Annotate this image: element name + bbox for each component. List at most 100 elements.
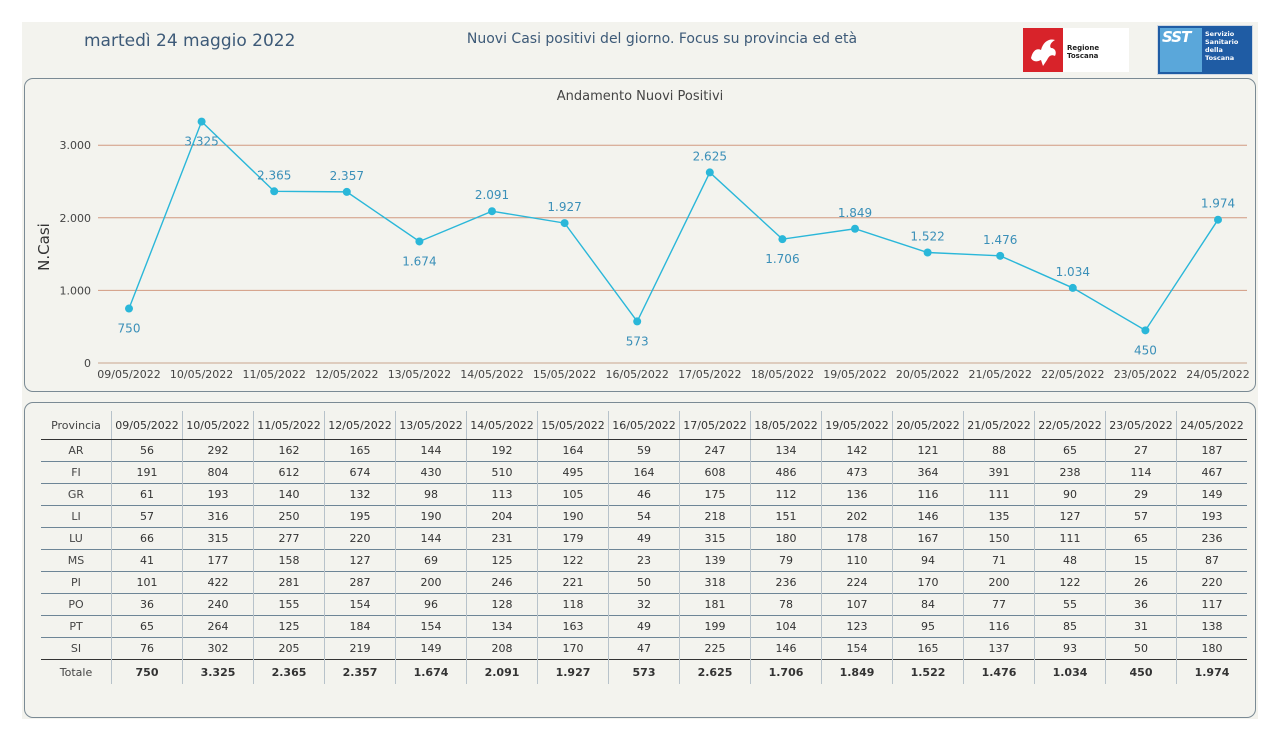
table-cell: 78 bbox=[750, 593, 822, 616]
regione-toscana-logo: Regione Toscana bbox=[1023, 28, 1129, 72]
total-cell: 1.476 bbox=[963, 659, 1035, 684]
data-point bbox=[923, 248, 932, 257]
table-cell: 121 bbox=[892, 439, 964, 462]
table-cell: 136 bbox=[821, 483, 893, 506]
total-cell: 1.706 bbox=[750, 659, 822, 684]
table-cell: 144 bbox=[395, 439, 467, 462]
data-point bbox=[996, 251, 1005, 260]
data-label: 750 bbox=[118, 322, 141, 336]
table-cell: 48 bbox=[1034, 549, 1106, 572]
column-header-date: 23/05/2022 bbox=[1105, 411, 1177, 440]
province-name: PO bbox=[41, 593, 112, 616]
column-header-date: 18/05/2022 bbox=[750, 411, 822, 440]
data-point bbox=[705, 168, 714, 177]
data-point bbox=[125, 304, 133, 313]
data-label: 1.522 bbox=[910, 230, 944, 244]
table-cell: 123 bbox=[821, 615, 893, 638]
table-cell: 220 bbox=[324, 527, 396, 550]
table-cell: 98 bbox=[395, 483, 467, 506]
x-tick-label: 10/05/2022 bbox=[170, 368, 233, 381]
total-label: Totale bbox=[41, 659, 112, 684]
column-header-date: 12/05/2022 bbox=[324, 411, 396, 440]
province-name: AR bbox=[41, 439, 112, 462]
table-cell: 154 bbox=[821, 637, 893, 660]
dashboard: martedì 24 maggio 2022 Nuovi Casi positi… bbox=[22, 22, 1258, 719]
table-cell: 177 bbox=[182, 549, 254, 572]
data-label: 1.849 bbox=[838, 206, 872, 220]
x-tick-label: 13/05/2022 bbox=[388, 368, 451, 381]
y-axis-label: N.Casi bbox=[35, 223, 53, 271]
table-cell: 27 bbox=[1105, 439, 1177, 462]
table-cell: 132 bbox=[324, 483, 396, 506]
table-row: SI 76 302 205 219 149 208 170 47 225 146 154 165 137 9… bbox=[41, 637, 1247, 660]
table-row: PI 101 422 281 287 200 246 221 50 318 236 224 170 200… bbox=[41, 571, 1247, 594]
province-name: MS bbox=[41, 549, 112, 572]
table-cell: 65 bbox=[1034, 439, 1106, 462]
table-cell: 114 bbox=[1105, 461, 1177, 484]
table-cell: 144 bbox=[395, 527, 467, 550]
table-cell: 467 bbox=[1176, 461, 1247, 484]
table-cell: 111 bbox=[1034, 527, 1106, 550]
total-cell: 1.522 bbox=[892, 659, 964, 684]
table-cell: 192 bbox=[466, 439, 538, 462]
table-cell: 79 bbox=[750, 549, 822, 572]
table-cell: 208 bbox=[466, 637, 538, 660]
table-cell: 190 bbox=[395, 505, 467, 528]
table-cell: 195 bbox=[324, 505, 396, 528]
table-cell: 184 bbox=[324, 615, 396, 638]
table-cell: 202 bbox=[821, 505, 893, 528]
table-cell: 65 bbox=[111, 615, 183, 638]
column-header-date: 19/05/2022 bbox=[821, 411, 893, 440]
table-cell: 190 bbox=[537, 505, 609, 528]
table-cell: 65 bbox=[1105, 527, 1177, 550]
table-row: LI 57 316 250 195 190 204 190 54 218 151 202 146 135 1… bbox=[41, 505, 1247, 528]
data-label: 1.034 bbox=[1056, 265, 1090, 279]
table-cell: 56 bbox=[111, 439, 183, 462]
x-tick-label: 09/05/2022 bbox=[97, 368, 160, 381]
table-cell: 164 bbox=[537, 439, 609, 462]
x-tick-label: 17/05/2022 bbox=[678, 368, 741, 381]
table-cell: 154 bbox=[395, 615, 467, 638]
table-cell: 107 bbox=[821, 593, 893, 616]
column-header-date: 10/05/2022 bbox=[182, 411, 254, 440]
data-label: 1.974 bbox=[1201, 197, 1235, 211]
x-tick-label: 22/05/2022 bbox=[1041, 368, 1104, 381]
data-label: 1.706 bbox=[765, 252, 799, 266]
table-cell: 125 bbox=[253, 615, 325, 638]
table-cell: 170 bbox=[537, 637, 609, 660]
table-cell: 315 bbox=[182, 527, 254, 550]
data-label: 573 bbox=[626, 334, 649, 348]
sst-label: Servizio Sanitario della Toscana bbox=[1205, 30, 1239, 62]
table-row: MS 41 177 158 127 69 125 122 23 139 79 110 94 71 48 15 8… bbox=[41, 549, 1247, 572]
data-point bbox=[197, 117, 206, 126]
table-cell: 113 bbox=[466, 483, 538, 506]
table-cell: 87 bbox=[1176, 549, 1247, 572]
table-cell: 116 bbox=[892, 483, 964, 506]
column-header-date: 13/05/2022 bbox=[395, 411, 467, 440]
table-cell: 250 bbox=[253, 505, 325, 528]
table-cell: 36 bbox=[1105, 593, 1177, 616]
data-point bbox=[560, 219, 569, 228]
table-cell: 316 bbox=[182, 505, 254, 528]
table-cell: 236 bbox=[750, 571, 822, 594]
table-cell: 93 bbox=[1034, 637, 1106, 660]
table-cell: 49 bbox=[608, 527, 680, 550]
table-cell: 175 bbox=[679, 483, 751, 506]
table-cell: 224 bbox=[821, 571, 893, 594]
table-cell: 41 bbox=[111, 549, 183, 572]
province-name: FI bbox=[41, 461, 112, 484]
data-label: 3.325 bbox=[184, 135, 218, 149]
table-cell: 117 bbox=[1176, 593, 1247, 616]
table-cell: 181 bbox=[679, 593, 751, 616]
column-header-date: 15/05/2022 bbox=[537, 411, 609, 440]
table-cell: 302 bbox=[182, 637, 254, 660]
table-cell: 31 bbox=[1105, 615, 1177, 638]
table-cell: 165 bbox=[324, 439, 396, 462]
table-cell: 149 bbox=[395, 637, 467, 660]
total-cell: 1.974 bbox=[1176, 659, 1247, 684]
table-cell: 151 bbox=[750, 505, 822, 528]
table-cell: 155 bbox=[253, 593, 325, 616]
table-cell: 236 bbox=[1176, 527, 1247, 550]
y-tick-label: 1.000 bbox=[60, 284, 92, 297]
table-cell: 246 bbox=[466, 571, 538, 594]
